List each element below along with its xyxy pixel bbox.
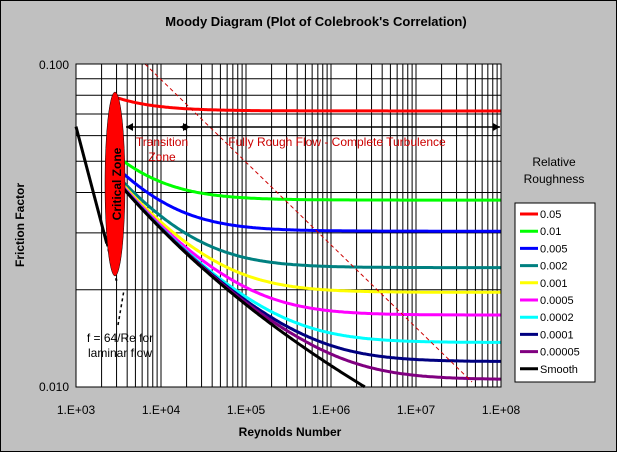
legend-label-0.05: 0.05 [540, 209, 561, 221]
y-tick-label-bottom: 0.010 [39, 380, 69, 394]
series-line-0.001 [115, 176, 501, 294]
legend-label-0.0002: 0.0002 [540, 312, 574, 324]
legend-title-line1: Relative [532, 155, 576, 169]
chart-title: Moody Diagram (Plot of Colebrook's Corre… [165, 14, 466, 29]
x-axis-label: Reynolds Number [239, 425, 342, 439]
x-tick-label: 1.E+05 [227, 403, 266, 417]
fully-rough-arrow-head-left [180, 123, 187, 131]
x-tick-label: 1.E+04 [142, 403, 181, 417]
series-line-0.05 [116, 96, 501, 113]
critical-zone-ellipse [104, 91, 126, 277]
critical-zone-label: Critical Zone [110, 147, 124, 220]
legend-label-0.001: 0.001 [540, 278, 568, 290]
laminar-line [74, 126, 109, 244]
legend-items: 0.05 0.01 0.005 0.002 0.001 0.0005 0.0002 0.000… [520, 209, 580, 376]
x-tick-label: 1.E+07 [397, 403, 436, 417]
y-tick-label-top: 0.100 [39, 58, 69, 72]
x-tick-label: 1.E+06 [312, 403, 351, 417]
x-tick-label: 1.E+08 [482, 403, 521, 417]
annotation-laminar-line1: f = 64/Re for [87, 331, 153, 345]
legend-label-0.002: 0.002 [540, 261, 568, 273]
x-tick-labels: 1.E+03 1.E+04 1.E+05 1.E+06 1.E+07 1.E+08 [57, 403, 521, 417]
y-axis-label: Friction Factor [13, 183, 27, 267]
series-line-0.0005 [115, 178, 501, 317]
annotation-transition-line1: Transition [136, 135, 188, 149]
annotation-transition-line2: Zone [148, 150, 176, 164]
plot-frame [75, 63, 502, 388]
annotation-laminar-line2: laminar flow [88, 346, 152, 360]
series-line-0.005 [115, 166, 501, 233]
rough-boundary-line [144, 63, 473, 383]
series-line-Smooth [115, 179, 366, 389]
annotation-fully-rough: Fully Rough Flow - Complete Turbulence [228, 135, 446, 149]
series-line-0.002 [115, 174, 501, 270]
legend-label-0.0005: 0.0005 [540, 295, 574, 307]
series-curves [74, 96, 501, 389]
legend-label-Smooth: Smooth [540, 364, 578, 376]
annotation-marks: Critical Zone [104, 63, 500, 383]
legend-title-line2: Roughness [524, 172, 585, 186]
legend-label-0.01: 0.01 [540, 226, 561, 238]
transition-arrow-head-left [126, 123, 133, 131]
legend-label-0.0001: 0.0001 [540, 329, 574, 341]
legend-label-0.00005: 0.00005 [540, 347, 580, 359]
legend-label-0.005: 0.005 [540, 243, 568, 255]
fully-rough-arrow-head-right [493, 123, 500, 131]
grid-lines [76, 64, 501, 387]
x-tick-label: 1.E+03 [57, 403, 96, 417]
series-line-0.01 [115, 154, 501, 202]
